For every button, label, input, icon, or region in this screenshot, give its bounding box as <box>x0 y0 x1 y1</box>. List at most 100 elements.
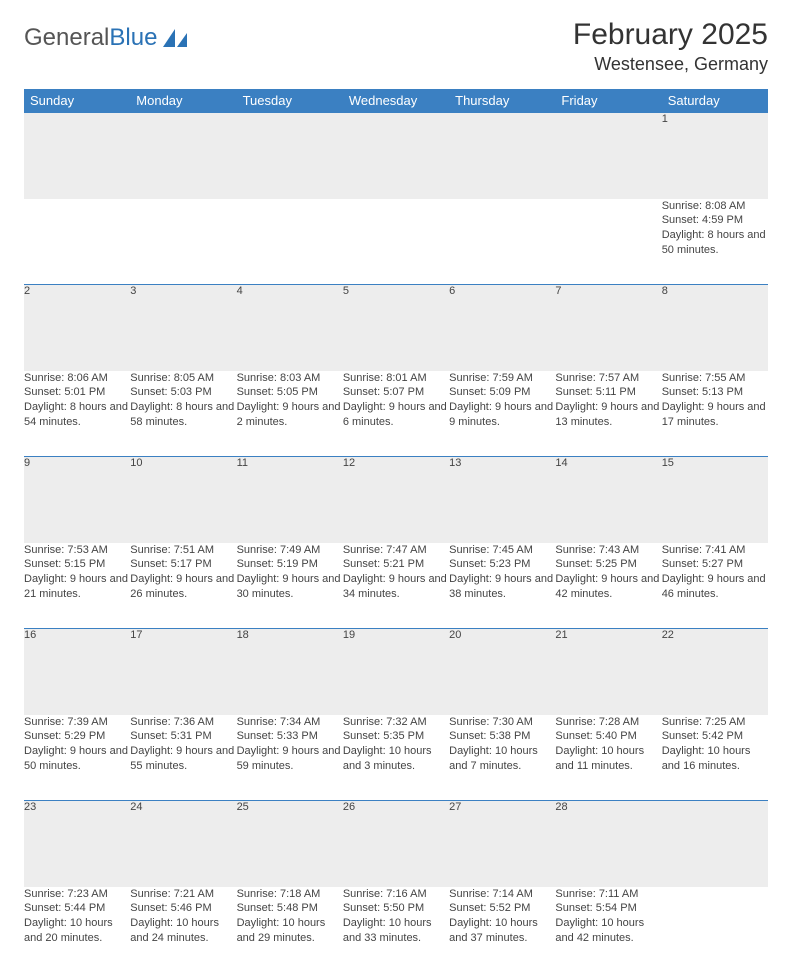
sunrise-text: Sunrise: 7:59 AM <box>449 371 555 386</box>
location: Westensee, Germany <box>573 54 768 75</box>
sunset-text: Sunset: 5:38 PM <box>449 729 555 744</box>
weekday-header: Friday <box>555 89 661 113</box>
day-number-cell: 21 <box>555 629 661 715</box>
logo-text2: Blue <box>109 24 157 52</box>
daylight-text: Daylight: 9 hours and 50 minutes. <box>24 744 130 774</box>
sunrise-text: Sunrise: 7:55 AM <box>662 371 768 386</box>
day-content-cell: Sunrise: 7:57 AMSunset: 5:11 PMDaylight:… <box>555 371 661 457</box>
sunrise-text: Sunrise: 7:32 AM <box>343 715 449 730</box>
day-number-cell: 17 <box>130 629 236 715</box>
sunrise-text: Sunrise: 7:30 AM <box>449 715 555 730</box>
day-number-cell: 18 <box>237 629 343 715</box>
sunset-text: Sunset: 5:33 PM <box>237 729 343 744</box>
day-number-cell: 26 <box>343 801 449 887</box>
daylight-text: Daylight: 9 hours and 2 minutes. <box>237 400 343 430</box>
sunset-text: Sunset: 5:40 PM <box>555 729 661 744</box>
sunset-text: Sunset: 5:03 PM <box>130 385 236 400</box>
day-content-cell <box>24 199 130 285</box>
logo: GeneralBlue <box>24 18 189 52</box>
day-number-cell <box>555 113 661 199</box>
day-number-cell: 2 <box>24 285 130 371</box>
sunrise-text: Sunrise: 7:14 AM <box>449 887 555 902</box>
daylight-text: Daylight: 10 hours and 11 minutes. <box>555 744 661 774</box>
daylight-text: Daylight: 9 hours and 26 minutes. <box>130 572 236 602</box>
day-content-cell: Sunrise: 7:49 AMSunset: 5:19 PMDaylight:… <box>237 543 343 629</box>
daylight-text: Daylight: 9 hours and 59 minutes. <box>237 744 343 774</box>
day-content-cell: Sunrise: 7:28 AMSunset: 5:40 PMDaylight:… <box>555 715 661 801</box>
month-title: February 2025 <box>573 18 768 52</box>
day-number-cell <box>237 113 343 199</box>
day-content-cell <box>237 199 343 285</box>
day-content-cell: Sunrise: 7:18 AMSunset: 5:48 PMDaylight:… <box>237 887 343 973</box>
sunrise-text: Sunrise: 7:41 AM <box>662 543 768 558</box>
sunset-text: Sunset: 5:01 PM <box>24 385 130 400</box>
sunrise-text: Sunrise: 7:49 AM <box>237 543 343 558</box>
day-content-cell: Sunrise: 7:43 AMSunset: 5:25 PMDaylight:… <box>555 543 661 629</box>
daynum-row: 16171819202122 <box>24 629 768 715</box>
daylight-text: Daylight: 8 hours and 54 minutes. <box>24 400 130 430</box>
daylight-text: Daylight: 10 hours and 3 minutes. <box>343 744 449 774</box>
sunset-text: Sunset: 5:46 PM <box>130 901 236 916</box>
day-number-cell <box>24 113 130 199</box>
day-number-cell: 10 <box>130 457 236 543</box>
sunset-text: Sunset: 5:42 PM <box>662 729 768 744</box>
weekday-header: Thursday <box>449 89 555 113</box>
weekday-header: Saturday <box>662 89 768 113</box>
daylight-text: Daylight: 9 hours and 9 minutes. <box>449 400 555 430</box>
day-content-cell <box>449 199 555 285</box>
sunset-text: Sunset: 5:17 PM <box>130 557 236 572</box>
day-number-cell: 9 <box>24 457 130 543</box>
daylight-text: Daylight: 9 hours and 38 minutes. <box>449 572 555 602</box>
day-content-cell <box>130 199 236 285</box>
sunset-text: Sunset: 5:35 PM <box>343 729 449 744</box>
day-content-cell: Sunrise: 7:16 AMSunset: 5:50 PMDaylight:… <box>343 887 449 973</box>
day-number-cell: 6 <box>449 285 555 371</box>
day-number-cell: 13 <box>449 457 555 543</box>
day-number-cell: 12 <box>343 457 449 543</box>
day-content-cell: Sunrise: 7:25 AMSunset: 5:42 PMDaylight:… <box>662 715 768 801</box>
content-row: Sunrise: 7:39 AMSunset: 5:29 PMDaylight:… <box>24 715 768 801</box>
day-number-cell: 27 <box>449 801 555 887</box>
day-content-cell: Sunrise: 8:06 AMSunset: 5:01 PMDaylight:… <box>24 371 130 457</box>
sunrise-text: Sunrise: 7:11 AM <box>555 887 661 902</box>
content-row: Sunrise: 8:06 AMSunset: 5:01 PMDaylight:… <box>24 371 768 457</box>
sunset-text: Sunset: 5:15 PM <box>24 557 130 572</box>
header: GeneralBlue February 2025 Westensee, Ger… <box>24 18 768 75</box>
content-row: Sunrise: 7:23 AMSunset: 5:44 PMDaylight:… <box>24 887 768 973</box>
sunset-text: Sunset: 5:09 PM <box>449 385 555 400</box>
sunset-text: Sunset: 5:25 PM <box>555 557 661 572</box>
day-content-cell: Sunrise: 7:36 AMSunset: 5:31 PMDaylight:… <box>130 715 236 801</box>
day-content-cell <box>662 887 768 973</box>
day-content-cell: Sunrise: 7:51 AMSunset: 5:17 PMDaylight:… <box>130 543 236 629</box>
daynum-row: 232425262728 <box>24 801 768 887</box>
daylight-text: Daylight: 9 hours and 13 minutes. <box>555 400 661 430</box>
daylight-text: Daylight: 10 hours and 37 minutes. <box>449 916 555 946</box>
day-number-cell: 1 <box>662 113 768 199</box>
sunrise-text: Sunrise: 8:06 AM <box>24 371 130 386</box>
day-number-cell: 23 <box>24 801 130 887</box>
day-content-cell: Sunrise: 7:30 AMSunset: 5:38 PMDaylight:… <box>449 715 555 801</box>
title-block: February 2025 Westensee, Germany <box>573 18 768 75</box>
day-content-cell: Sunrise: 8:08 AMSunset: 4:59 PMDaylight:… <box>662 199 768 285</box>
sunrise-text: Sunrise: 8:01 AM <box>343 371 449 386</box>
day-content-cell: Sunrise: 7:53 AMSunset: 5:15 PMDaylight:… <box>24 543 130 629</box>
day-content-cell: Sunrise: 7:34 AMSunset: 5:33 PMDaylight:… <box>237 715 343 801</box>
sunrise-text: Sunrise: 7:16 AM <box>343 887 449 902</box>
daynum-row: 1 <box>24 113 768 199</box>
day-number-cell: 14 <box>555 457 661 543</box>
day-content-cell: Sunrise: 7:11 AMSunset: 5:54 PMDaylight:… <box>555 887 661 973</box>
day-number-cell: 24 <box>130 801 236 887</box>
daylight-text: Daylight: 10 hours and 42 minutes. <box>555 916 661 946</box>
daynum-row: 9101112131415 <box>24 457 768 543</box>
sunrise-text: Sunrise: 7:53 AM <box>24 543 130 558</box>
weekday-header: Tuesday <box>237 89 343 113</box>
day-content-cell: Sunrise: 7:39 AMSunset: 5:29 PMDaylight:… <box>24 715 130 801</box>
day-content-cell: Sunrise: 7:45 AMSunset: 5:23 PMDaylight:… <box>449 543 555 629</box>
daylight-text: Daylight: 8 hours and 58 minutes. <box>130 400 236 430</box>
day-content-cell: Sunrise: 7:14 AMSunset: 5:52 PMDaylight:… <box>449 887 555 973</box>
sunset-text: Sunset: 5:29 PM <box>24 729 130 744</box>
sunset-text: Sunset: 5:07 PM <box>343 385 449 400</box>
day-content-cell: Sunrise: 7:41 AMSunset: 5:27 PMDaylight:… <box>662 543 768 629</box>
sunset-text: Sunset: 5:52 PM <box>449 901 555 916</box>
day-number-cell: 8 <box>662 285 768 371</box>
